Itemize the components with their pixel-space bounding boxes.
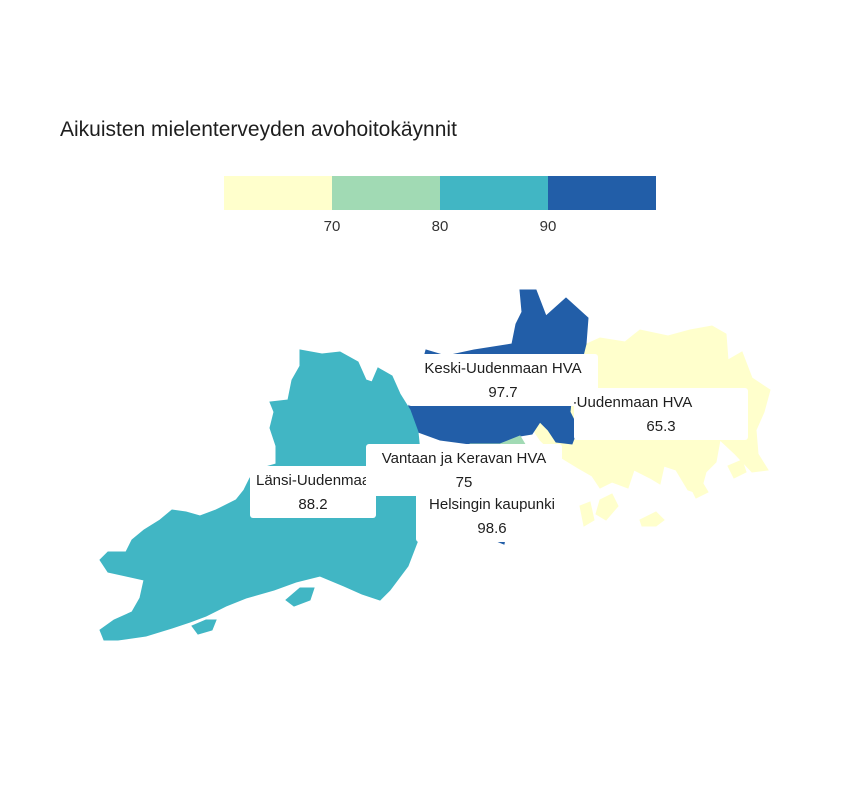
legend-swatch-4	[548, 176, 656, 210]
legend-swatch-3	[440, 176, 548, 210]
region-value: 65.3	[646, 418, 676, 435]
legend-swatch-2	[332, 176, 440, 210]
region-value: 98.6	[477, 520, 507, 537]
label-vantaa-kerava: Vantaan ja Keravan HVA 75	[366, 444, 562, 496]
region-name: Keski-Uudenmaan HVA	[424, 360, 582, 377]
color-legend	[224, 176, 656, 210]
legend-swatch-1	[224, 176, 332, 210]
region-name: Länsi-Uudenmaan HVA	[256, 472, 376, 489]
region-name: Vantaan ja Keravan HVA	[381, 450, 547, 467]
label-lansi-uusimaa: Länsi-Uudenmaan HVA 88.2	[250, 466, 376, 518]
region-value: 75	[455, 474, 473, 491]
region-value: 97.7	[488, 384, 518, 401]
legend-tick-90: 90	[539, 218, 557, 235]
label-ita-uusimaa: Itä-Uudenmaan HVA 65.3	[574, 388, 748, 440]
region-name: Helsingin kaupunki	[429, 496, 555, 513]
label-keski-uusimaa: Keski-Uudenmaan HVA 97.7	[408, 354, 598, 406]
legend-tick-80: 80	[431, 218, 449, 235]
region-name: Itä-Uudenmaan HVA	[574, 394, 693, 411]
label-helsinki: Helsingin kaupunki 98.6	[416, 490, 568, 542]
map-title: Aikuisten mielenterveyden avohoitokäynni…	[60, 118, 457, 141]
legend-tick-70: 70	[323, 218, 341, 235]
region-value: 88.2	[298, 496, 328, 513]
